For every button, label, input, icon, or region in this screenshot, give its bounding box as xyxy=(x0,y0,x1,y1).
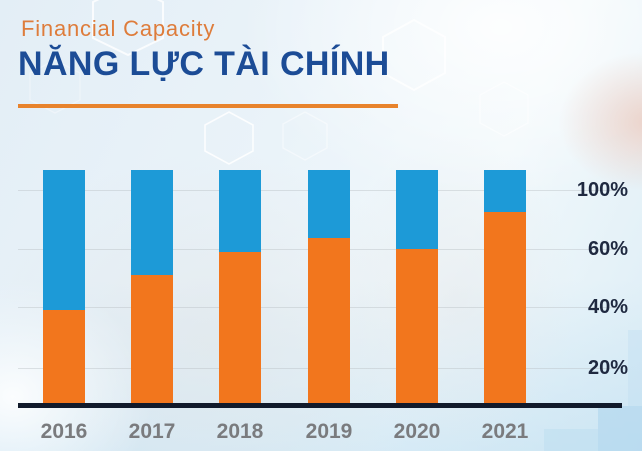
y-axis-label-20pct: 20% xyxy=(587,357,628,379)
bar-2018-orange-segment xyxy=(219,252,261,403)
bar-2021-orange-segment xyxy=(484,212,526,403)
bar-2020-blue-segment xyxy=(396,170,438,249)
bar-2020 xyxy=(396,170,438,403)
bar-2019 xyxy=(308,170,350,403)
bar-2016 xyxy=(43,170,85,403)
y-axis-label-60pct: 60% xyxy=(587,238,628,260)
bar-2019-orange-segment xyxy=(308,238,350,403)
bar-2021-blue-segment xyxy=(484,170,526,212)
title-underline-rule xyxy=(18,104,398,108)
bar-2021 xyxy=(484,170,526,403)
x-axis-label-2019: 2019 xyxy=(305,420,353,443)
bar-2020-orange-segment xyxy=(396,249,438,403)
x-axis-label-2020: 2020 xyxy=(393,420,441,443)
subtitle-english: Financial Capacity xyxy=(21,16,216,41)
bar-2017-blue-segment xyxy=(131,170,173,275)
bar-2016-blue-segment xyxy=(43,170,85,310)
y-axis-label-40pct: 40% xyxy=(587,296,628,318)
bar-2017-orange-segment xyxy=(131,275,173,403)
bar-2019-blue-segment xyxy=(308,170,350,238)
x-axis-line xyxy=(18,403,622,408)
x-axis-label-2016: 2016 xyxy=(40,420,88,443)
y-axis-label-100pct: 100% xyxy=(576,179,628,201)
page-title: NĂNG LỰC TÀI CHÍNH xyxy=(18,45,390,83)
x-axis-label-2021: 2021 xyxy=(481,420,529,443)
bar-2017 xyxy=(131,170,173,403)
bar-2018-blue-segment xyxy=(219,170,261,252)
x-axis-label-2017: 2017 xyxy=(128,420,176,443)
bar-2018 xyxy=(219,170,261,403)
bar-2016-orange-segment xyxy=(43,310,85,403)
x-axis-label-2018: 2018 xyxy=(216,420,264,443)
